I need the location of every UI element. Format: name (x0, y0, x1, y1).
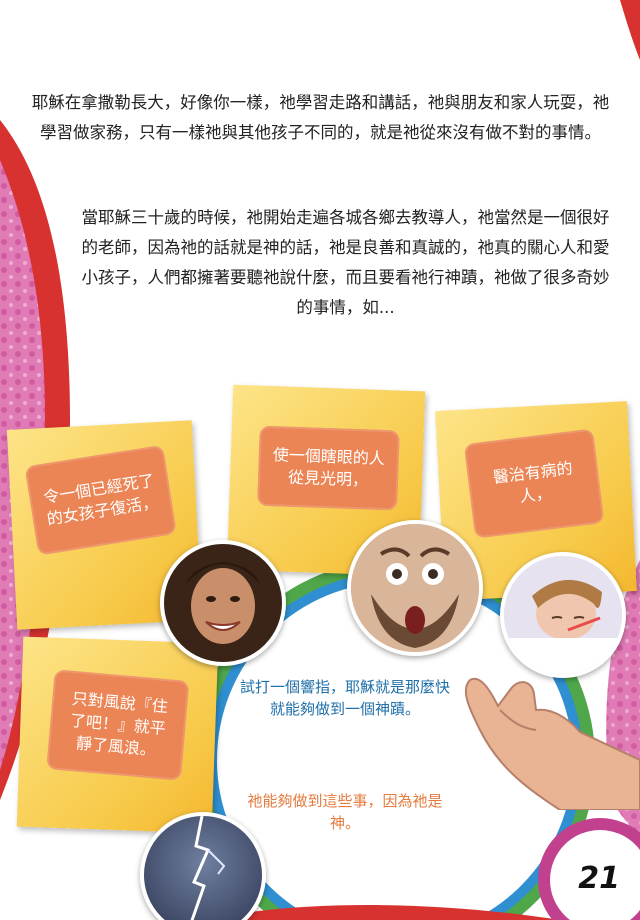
ministry-paragraph: 當耶穌三十歲的時候，祂開始走遍各城各鄉去教導人，祂當然是一個很好的老師，因為祂的… (81, 208, 610, 317)
note-calm-storm-label: 只對風說『住了吧！』就平靜了風浪。 (46, 669, 190, 781)
intro-paragraph: 耶穌在拿撒勒長大，好像你一樣，祂學習走路和講話，祂與朋友和家人玩耍，祂學習做家務… (31, 93, 610, 142)
snap-caption: 試打一個響指，耶穌就是那麼快就能夠做到一個神蹟。 (240, 678, 451, 718)
snapping-hand-image (464, 677, 640, 810)
photo-smiling-girl (160, 540, 286, 666)
photo-surprised-man (347, 520, 483, 656)
page-number: 21 (578, 861, 620, 896)
because-caption: 祂能夠做到這些事，因為祂是神。 (247, 792, 443, 832)
note-blind-man-label: 使一個瞎眼的人從見光明， (257, 425, 400, 511)
note-heal-sick-label: 醫治有病的人， (463, 428, 605, 539)
photo-lightning-storm (140, 812, 266, 920)
photo-sick-child (500, 552, 626, 678)
note-calm-storm: 只對風說『住了吧！』就平靜了風浪。 (16, 636, 219, 834)
